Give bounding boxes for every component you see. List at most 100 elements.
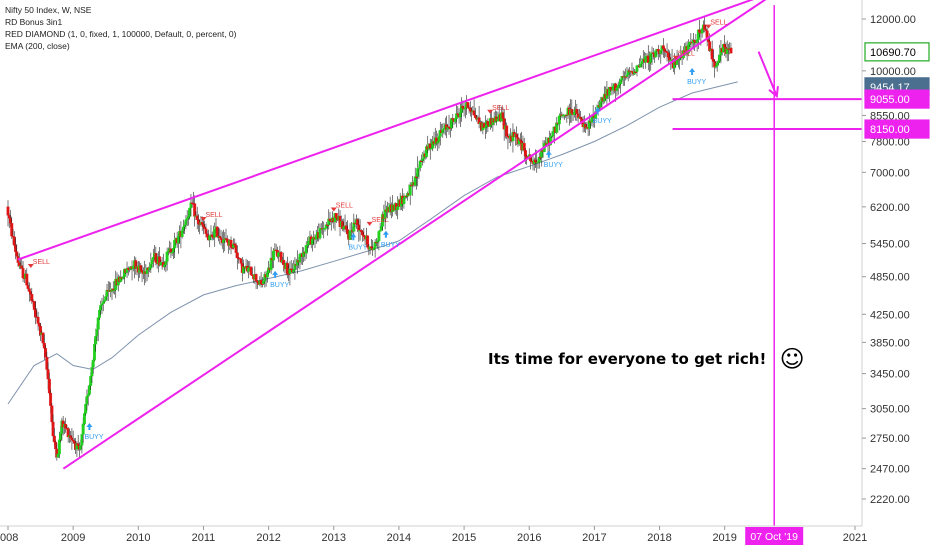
buy-arrow-icon bbox=[382, 230, 389, 238]
candle-body bbox=[165, 251, 169, 262]
candle-body bbox=[200, 222, 204, 225]
candle-body bbox=[104, 296, 108, 301]
candle-body bbox=[85, 396, 89, 405]
candle-body bbox=[25, 273, 29, 286]
candle-body bbox=[89, 375, 93, 386]
candle-body bbox=[86, 394, 90, 397]
level-0-box bbox=[864, 89, 930, 109]
legend-indicator-red-diamond[interactable]: RED DIAMOND (1, 0, fixed, 1, 100000, Def… bbox=[5, 29, 237, 39]
candle-body bbox=[609, 86, 613, 90]
candle-body bbox=[437, 136, 441, 142]
candle-body bbox=[519, 139, 522, 142]
candle-body bbox=[654, 50, 658, 58]
y-tick-label: 3850.00 bbox=[870, 337, 910, 349]
candle-body bbox=[453, 118, 457, 122]
candle-body bbox=[196, 219, 200, 225]
candle-body bbox=[84, 404, 88, 414]
candle-body bbox=[522, 143, 526, 151]
candle-body bbox=[259, 280, 263, 284]
candle-body bbox=[90, 367, 94, 377]
sell-arrow-icon bbox=[366, 221, 373, 226]
buy-signal-label: BUYY bbox=[84, 434, 103, 441]
candle-body bbox=[501, 112, 505, 119]
candle-body bbox=[47, 378, 51, 394]
text-annotation[interactable]: Its time for everyone to get rich! ☺ bbox=[488, 342, 805, 373]
candle-body bbox=[461, 105, 465, 109]
candle-body bbox=[416, 168, 420, 177]
candles-layer bbox=[6, 17, 733, 461]
candle-body bbox=[96, 317, 100, 330]
candle-body bbox=[334, 213, 338, 219]
candle-body bbox=[154, 253, 158, 263]
legend-symbol[interactable]: Nifty 50 Index, W, NSE bbox=[5, 5, 92, 15]
candle-body bbox=[314, 235, 318, 240]
y-tick-label: 7800.00 bbox=[870, 137, 910, 149]
candle-body bbox=[148, 268, 152, 271]
candle-body bbox=[213, 229, 217, 238]
candle-body bbox=[20, 265, 24, 269]
candle-body bbox=[711, 59, 715, 62]
sell-signal-label: SELL bbox=[678, 51, 695, 58]
level-1-box bbox=[864, 119, 930, 139]
smiley-icon: ☺ bbox=[779, 345, 805, 373]
candle-body bbox=[34, 309, 38, 317]
candle-body bbox=[357, 224, 361, 231]
indicator-legend: Nifty 50 Index, W, NSE RD Bonus 3in1 RED… bbox=[5, 4, 237, 52]
candle-body bbox=[10, 223, 14, 237]
candle-body bbox=[45, 356, 49, 370]
sell-arrow-icon bbox=[330, 207, 337, 212]
candle-body bbox=[282, 259, 286, 265]
candle-body bbox=[486, 121, 490, 125]
candle-body bbox=[408, 184, 412, 196]
candle-body bbox=[413, 176, 417, 186]
legend-indicator-ema[interactable]: EMA (200, close) bbox=[5, 41, 70, 51]
candle-body bbox=[379, 226, 383, 231]
candle-body bbox=[262, 281, 266, 285]
candle-body bbox=[616, 85, 620, 89]
candle-body bbox=[59, 433, 63, 440]
candle-body bbox=[91, 359, 95, 368]
candle-body bbox=[57, 439, 61, 455]
candle-body bbox=[255, 280, 259, 283]
buy-arrow-icon bbox=[272, 270, 279, 278]
candle-body bbox=[95, 329, 99, 337]
legend-indicator-rd-bonus[interactable]: RD Bonus 3in1 bbox=[5, 17, 63, 27]
candle-body bbox=[625, 74, 629, 77]
candle-body bbox=[534, 159, 537, 163]
candle-body bbox=[285, 262, 289, 274]
candle-body bbox=[99, 304, 103, 311]
sell-signal-label: SELL bbox=[492, 105, 509, 112]
candle-body bbox=[428, 143, 432, 149]
candle-body bbox=[698, 29, 702, 33]
candle-body bbox=[234, 245, 238, 253]
candle-body bbox=[26, 285, 30, 289]
candle-body bbox=[362, 234, 366, 237]
candle-body bbox=[173, 239, 177, 249]
candle-body bbox=[579, 116, 583, 119]
candle-body bbox=[195, 215, 199, 220]
y-tick-label: 7000.00 bbox=[870, 167, 910, 179]
candle-body bbox=[346, 229, 350, 234]
candle-body bbox=[235, 252, 239, 259]
candle-body bbox=[515, 133, 519, 138]
candle-body bbox=[82, 413, 86, 425]
buy-signal-label: BUYY bbox=[687, 79, 706, 86]
y-tick-label: 2470.00 bbox=[870, 464, 910, 476]
sell-signal-label: SELL bbox=[336, 202, 353, 209]
candle-body bbox=[344, 225, 348, 230]
x-tick-label: 2009 bbox=[61, 532, 85, 544]
candle-body bbox=[233, 243, 237, 246]
candle-body bbox=[716, 61, 720, 64]
candle-body bbox=[42, 342, 46, 349]
candle-body bbox=[225, 238, 229, 243]
candle-body bbox=[644, 56, 648, 63]
candle-body bbox=[599, 102, 603, 107]
candle-body bbox=[29, 291, 33, 295]
candle-body bbox=[715, 62, 719, 67]
candle-body bbox=[265, 272, 269, 278]
sell-signal-label: SELL bbox=[710, 20, 727, 27]
candle-body bbox=[171, 247, 175, 253]
candle-body bbox=[473, 115, 477, 118]
